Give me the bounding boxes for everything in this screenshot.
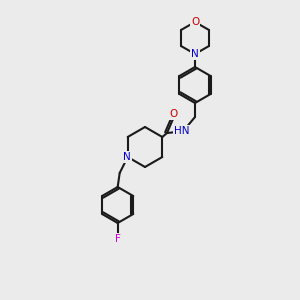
- Text: F: F: [115, 234, 121, 244]
- Text: O: O: [191, 17, 199, 27]
- Text: O: O: [169, 109, 177, 119]
- Text: N: N: [191, 49, 199, 59]
- Text: N: N: [123, 152, 130, 162]
- Text: HN: HN: [174, 126, 190, 136]
